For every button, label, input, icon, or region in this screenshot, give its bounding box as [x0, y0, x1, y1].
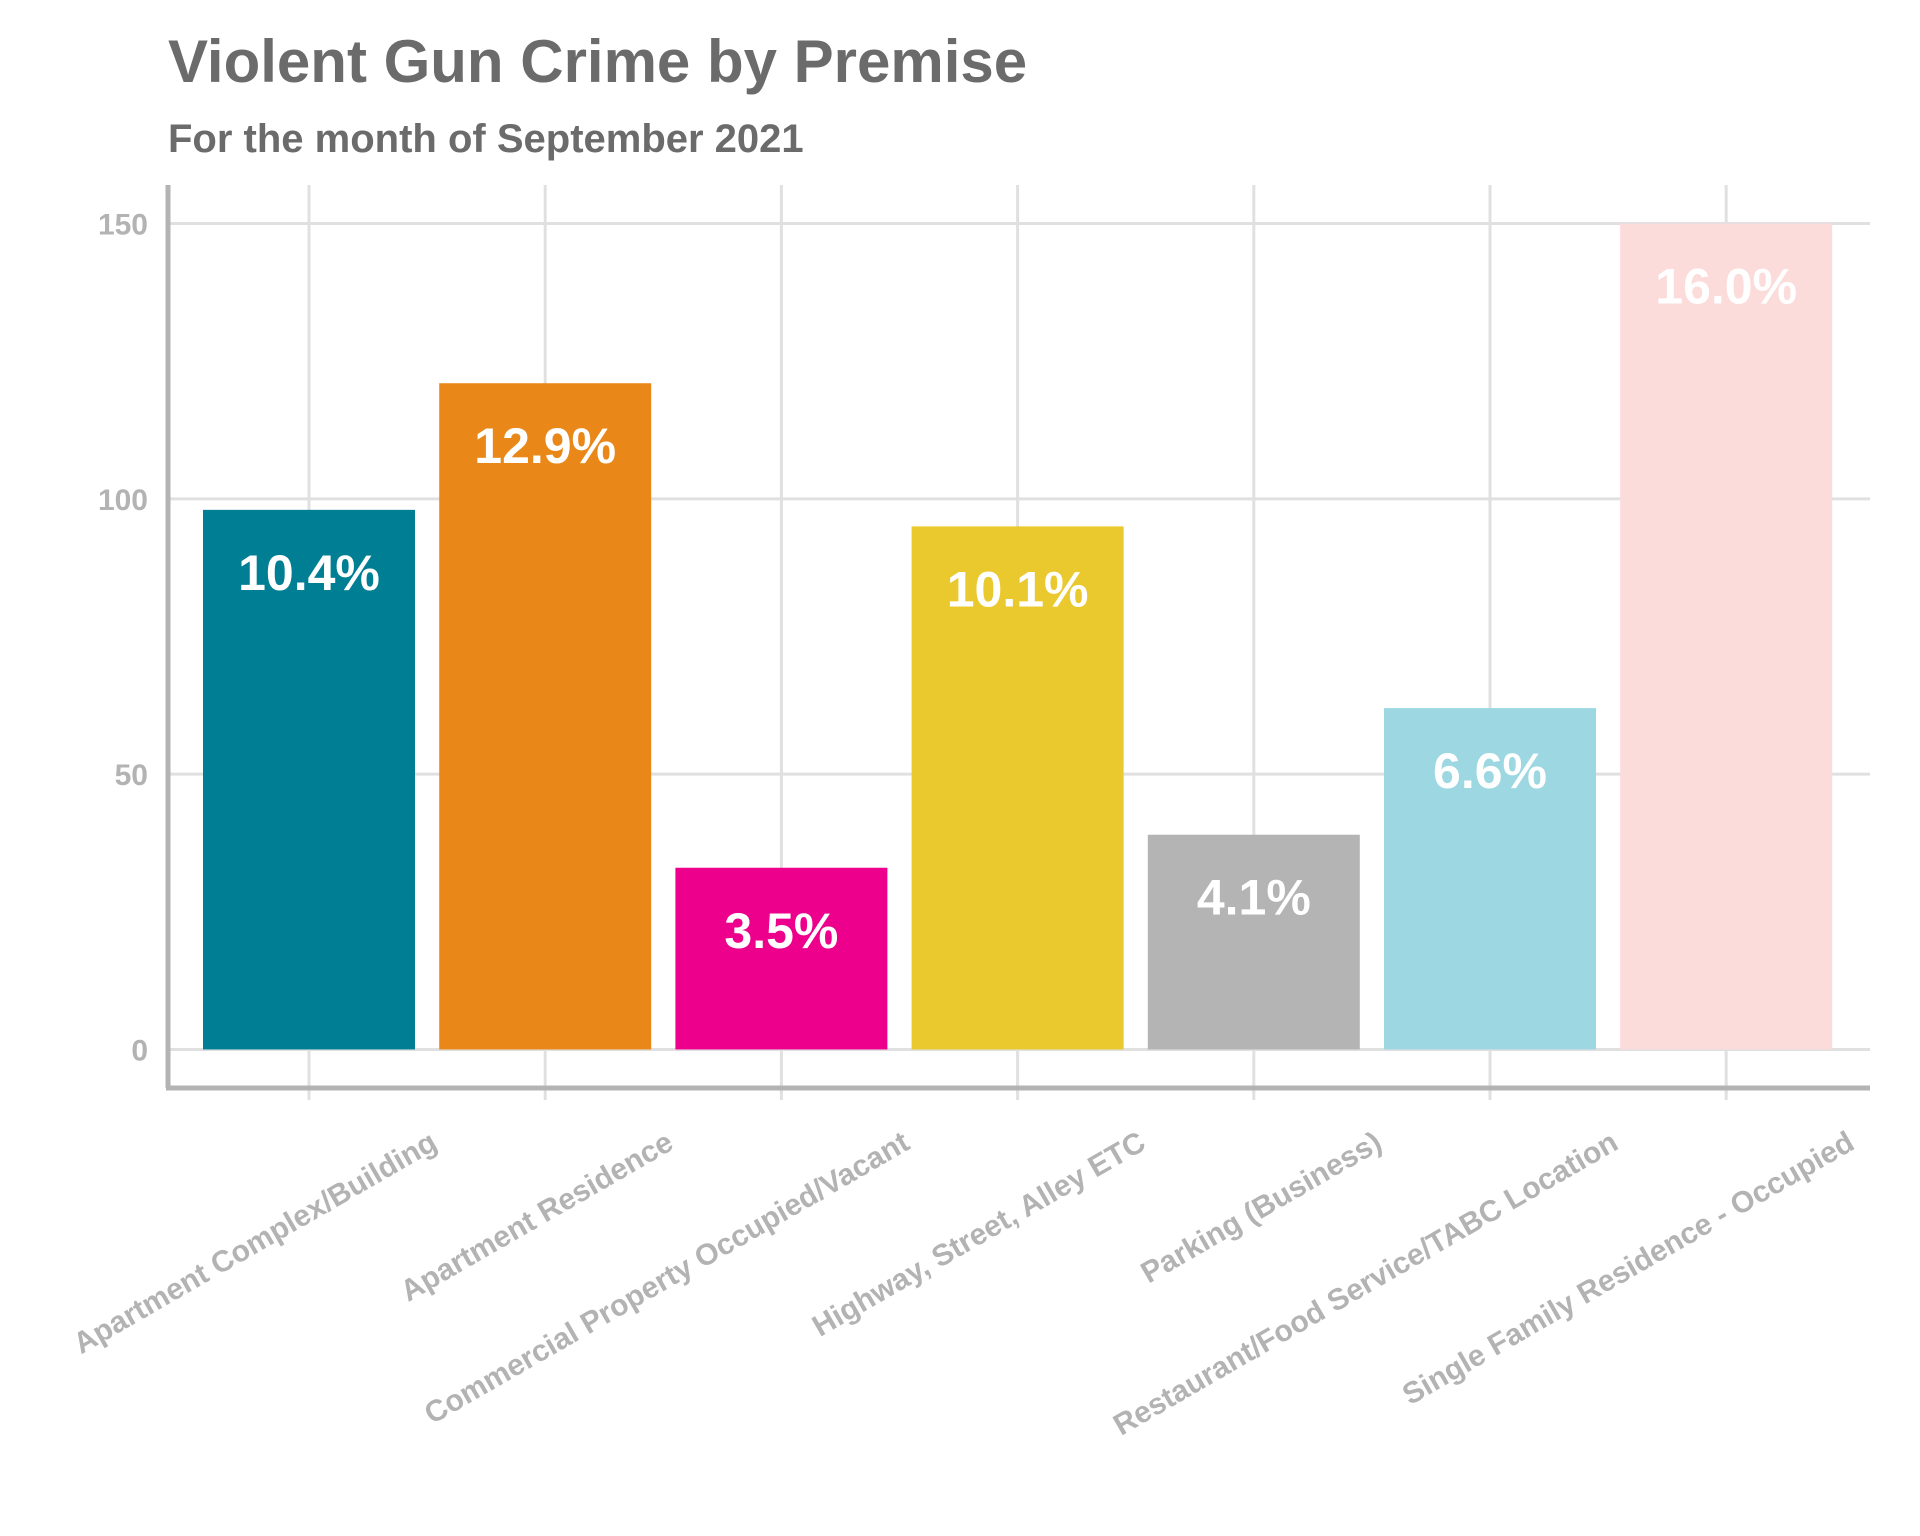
data-label: 16.0% [1655, 259, 1797, 315]
x-tick-label: Apartment Complex/Building [68, 1125, 442, 1360]
data-label: 10.1% [947, 561, 1089, 617]
x-tick-label: Restaurant/Food Service/TABC Location [1108, 1125, 1624, 1442]
bar [439, 383, 652, 1050]
data-label: 4.1% [1197, 870, 1311, 926]
x-tick-label: Commercial Property Occupied/Vacant [419, 1125, 915, 1430]
y-tick-label: 150 [98, 209, 148, 242]
bar [1147, 834, 1360, 1050]
y-tick-label: 0 [131, 1034, 148, 1067]
y-tick-label: 50 [115, 759, 148, 792]
bars [203, 223, 1833, 1050]
chart-title: Violent Gun Crime by Premise [168, 28, 1027, 95]
y-tick-label: 100 [98, 484, 148, 517]
data-label: 6.6% [1433, 743, 1547, 799]
data-label: 10.4% [238, 545, 380, 601]
data-label: 12.9% [474, 418, 616, 474]
bar [1620, 223, 1833, 1050]
bar [911, 526, 1124, 1050]
bar [203, 509, 415, 1050]
bar [675, 867, 888, 1050]
axes [165, 185, 1870, 1091]
x-tick-label: Parking (Business) [1135, 1125, 1387, 1289]
data-label: 3.5% [724, 903, 838, 959]
bar [1384, 708, 1596, 1050]
chart-subtitle: For the month of September 2021 [168, 117, 804, 161]
x-tick-label: Single Family Residence - Occupied [1397, 1125, 1860, 1411]
